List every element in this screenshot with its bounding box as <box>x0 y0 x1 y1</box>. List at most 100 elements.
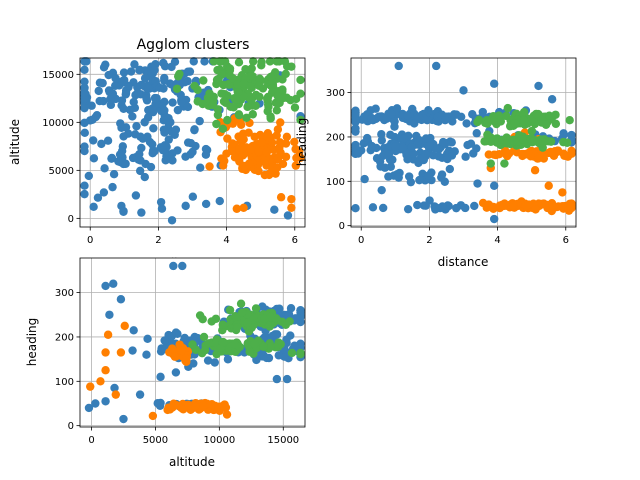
data-point <box>119 414 128 424</box>
y-tick-label: 5000 <box>49 166 74 177</box>
data-point <box>230 153 240 162</box>
data-point <box>470 201 479 211</box>
data-point <box>94 86 103 96</box>
x-tick-label: 5000 <box>143 435 168 446</box>
data-point <box>120 321 129 331</box>
data-point <box>217 89 226 98</box>
data-point <box>213 65 222 75</box>
y-tick-label: 200 <box>326 132 345 143</box>
data-point <box>215 57 224 66</box>
data-point <box>461 152 470 161</box>
data-point <box>403 111 412 120</box>
data-point <box>121 90 130 99</box>
data-point <box>130 60 139 69</box>
data-point <box>128 112 137 121</box>
data-point <box>375 112 385 121</box>
x-tick-label: 10000 <box>203 435 235 446</box>
data-point <box>132 122 141 131</box>
data-point <box>257 57 266 67</box>
y-tick-label: 15000 <box>42 70 74 81</box>
data-point <box>510 119 520 128</box>
data-point <box>136 156 145 165</box>
tick-labels: 0 2 4 6 0 100 200 300 <box>326 88 569 246</box>
data-point <box>171 368 181 377</box>
data-point <box>234 58 244 67</box>
data-point <box>172 84 182 93</box>
data-point <box>392 104 402 113</box>
data-point <box>351 204 360 213</box>
data-point <box>104 70 113 80</box>
y-axis-label: heading <box>25 318 39 367</box>
data-point <box>129 326 138 335</box>
data-point <box>286 95 295 105</box>
data-point <box>438 137 448 147</box>
data-point <box>270 330 280 339</box>
data-point <box>351 109 360 119</box>
data-point <box>272 374 282 384</box>
data-point <box>384 172 393 181</box>
y-tick-label: 200 <box>55 332 74 343</box>
axes-frame <box>79 257 306 428</box>
data-point <box>101 348 110 357</box>
data-point <box>88 115 97 125</box>
data-point <box>283 211 293 220</box>
data-point <box>150 65 159 75</box>
data-point <box>362 133 372 143</box>
data-point <box>168 344 177 353</box>
data-point <box>135 166 145 176</box>
data-point <box>218 161 228 170</box>
x-tick-label: 0 <box>358 235 364 246</box>
data-point <box>503 103 513 113</box>
data-point <box>93 193 103 202</box>
data-point <box>522 201 531 211</box>
data-point <box>246 145 255 154</box>
data-point <box>129 97 138 107</box>
data-point <box>168 98 177 107</box>
data-point <box>403 204 413 214</box>
data-point <box>250 339 259 348</box>
data-point <box>138 134 148 143</box>
data-point <box>147 104 157 113</box>
data-point <box>291 161 301 170</box>
x-tick-label: 4 <box>494 235 500 246</box>
data-point <box>109 169 119 179</box>
data-point <box>259 342 268 351</box>
data-point <box>155 401 165 410</box>
data-point <box>228 139 237 148</box>
data-point <box>266 112 275 121</box>
data-point <box>111 81 120 90</box>
data-point <box>228 74 238 83</box>
data-point <box>200 57 209 66</box>
data-point <box>499 201 508 211</box>
data-point <box>180 78 189 87</box>
data-point <box>351 124 360 133</box>
data-point <box>168 149 177 158</box>
data-point <box>367 141 377 151</box>
data-point <box>394 173 403 182</box>
data-point <box>164 135 173 144</box>
y-axis-label: altitude <box>8 119 22 165</box>
data-point <box>565 199 575 208</box>
data-point <box>111 74 120 83</box>
data-point <box>116 295 126 304</box>
data-point <box>119 207 128 216</box>
data-point <box>242 113 251 123</box>
data-point <box>108 182 117 192</box>
data-point <box>264 102 273 112</box>
data-point <box>489 204 498 213</box>
y-axis-label: heading <box>295 118 309 167</box>
data-point <box>517 135 527 144</box>
y-tick-label: 0 <box>68 421 74 432</box>
data-point <box>399 134 408 144</box>
data-point <box>502 139 511 148</box>
data-point <box>110 383 119 393</box>
data-point <box>198 315 207 324</box>
data-point <box>84 171 94 181</box>
data-point <box>96 377 105 386</box>
data-point <box>218 320 228 329</box>
data-point <box>384 150 394 159</box>
data-point <box>91 399 100 408</box>
data-point <box>489 214 499 224</box>
data-point <box>547 148 556 157</box>
